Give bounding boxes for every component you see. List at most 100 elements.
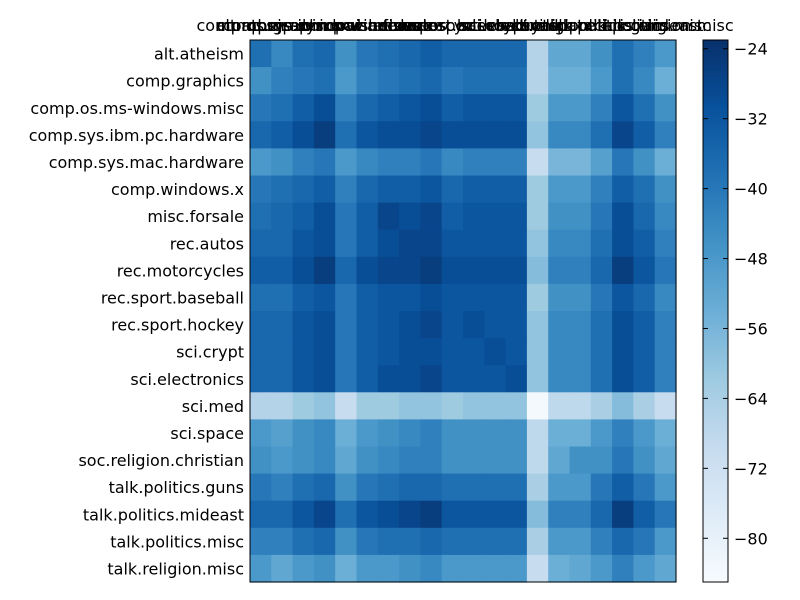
heatmap-cell-r16-c1 <box>271 473 294 502</box>
row-label: comp.graphics <box>126 72 244 91</box>
heatmap-cell-r5-c15 <box>569 175 592 204</box>
heatmap-cell-r10-c12 <box>505 311 528 339</box>
heatmap-cell-r13-c14 <box>548 392 571 420</box>
heatmap-cell-r16-c13 <box>526 473 549 502</box>
heatmap-cell-r11-c7 <box>399 338 421 366</box>
heatmap-cell-r15-c4 <box>335 446 358 475</box>
heatmap-cell-r2-c11 <box>484 94 507 122</box>
heatmap-cell-r1-c5 <box>356 67 379 95</box>
heatmap-cell-r7-c6 <box>377 229 400 258</box>
heatmap-cell-r1-c16 <box>590 67 613 95</box>
heatmap-cell-r8-c14 <box>548 256 571 285</box>
heatmap-cell-r13-c2 <box>292 392 315 420</box>
heatmap-cell-r11-c1 <box>271 338 294 366</box>
heatmap-cell-r6-c8 <box>420 202 443 231</box>
heatmap-cell-r2-c2 <box>292 94 315 122</box>
heatmap-cell-r19-c8 <box>420 554 443 583</box>
heatmap-cell-r0-c10 <box>463 40 485 68</box>
row-label: rec.sport.hockey <box>111 316 244 335</box>
heatmap-cell-r3-c6 <box>377 121 400 149</box>
colorbar <box>702 39 729 583</box>
heatmap-cell-r18-c2 <box>292 527 315 556</box>
heatmap-cell-r17-c2 <box>292 500 315 529</box>
heatmap-cell-r13-c8 <box>420 392 443 420</box>
heatmap-cell-r8-c12 <box>505 256 528 285</box>
heatmap-cell-r18-c16 <box>590 527 613 556</box>
heatmap-cell-r7-c18 <box>633 229 656 258</box>
heatmap-cell-r15-c11 <box>484 446 507 475</box>
heatmap-cell-r7-c3 <box>313 229 336 258</box>
heatmap-cell-r8-c15 <box>569 256 592 285</box>
heatmap-cell-r7-c19 <box>654 229 677 258</box>
heatmap-cell-r8-c11 <box>484 256 507 285</box>
column-label: rec.motorcycles <box>367 16 494 35</box>
heatmap-cell-r1-c10 <box>463 67 485 95</box>
heatmap-cell-r18-c3 <box>313 527 336 556</box>
heatmap-cell-r16-c10 <box>463 473 485 502</box>
heatmap-cell-r15-c8 <box>420 446 443 475</box>
row-label: talk.politics.guns <box>109 478 244 497</box>
heatmap-cell-r5-c17 <box>612 175 634 204</box>
heatmap-cell-r12-c5 <box>356 365 379 393</box>
heatmap-cell-r3-c16 <box>590 121 613 149</box>
heatmap-cell-r3-c14 <box>548 121 571 149</box>
heatmap-cell-r14-c14 <box>548 419 571 448</box>
heatmap-cell-r10-c13 <box>526 311 549 339</box>
heatmap-cell-r13-c3 <box>313 392 336 420</box>
heatmap-cell-r13-c11 <box>484 392 507 420</box>
heatmap-cell-r7-c13 <box>526 229 549 258</box>
heatmap-cell-r16-c5 <box>356 473 379 502</box>
heatmap-cell-r16-c9 <box>441 473 464 502</box>
heatmap-cell-r15-c18 <box>633 446 656 475</box>
heatmap-cell-r6-c19 <box>654 202 677 231</box>
row-label: misc.forsale <box>147 207 244 226</box>
heatmap-cell-r3-c8 <box>420 121 443 149</box>
colorbar-tick-label: −32 <box>734 110 768 129</box>
heatmap-cell-r16-c18 <box>633 473 656 502</box>
heatmap-cell-r1-c12 <box>505 67 528 95</box>
heatmap-cell-r7-c5 <box>356 229 379 258</box>
heatmap-cell-r2-c13 <box>526 94 549 122</box>
colorbar-tick-label: −80 <box>734 529 768 548</box>
heatmap-cell-r19-c9 <box>441 554 464 583</box>
heatmap-cell-r10-c17 <box>612 311 634 339</box>
heatmap-cell-r15-c17 <box>612 446 634 475</box>
row-label: sci.med <box>182 397 244 416</box>
heatmap-cell-r18-c19 <box>654 527 677 556</box>
heatmap-cell-r10-c2 <box>292 311 315 339</box>
heatmap-cell-r17-c0 <box>250 500 272 529</box>
heatmap-cell-r4-c14 <box>548 148 571 177</box>
heatmap-cell-r4-c6 <box>377 148 400 177</box>
heatmap-cell-r0-c8 <box>420 40 443 68</box>
heatmap-cell-r6-c12 <box>505 202 528 231</box>
heatmap-cell-r5-c4 <box>335 175 358 204</box>
heatmap-cell-r0-c6 <box>377 40 400 68</box>
heatmap-cell-r9-c8 <box>420 283 443 312</box>
heatmap-cell-r1-c13 <box>526 67 549 95</box>
heatmap-cell-r19-c7 <box>399 554 421 583</box>
heatmap-cell-r12-c19 <box>654 365 677 393</box>
heatmap-cell-r1-c6 <box>377 67 400 95</box>
heatmap-cell-r6-c4 <box>335 202 358 231</box>
heatmap-cell-r5-c7 <box>399 175 421 204</box>
heatmap-cell-r1-c4 <box>335 67 358 95</box>
heatmap-cell-r6-c13 <box>526 202 549 231</box>
heatmap-cell-r1-c15 <box>569 67 592 95</box>
row-label: comp.windows.x <box>111 180 244 199</box>
row-label: sci.crypt <box>176 343 244 362</box>
heatmap-cell-r19-c4 <box>335 554 358 583</box>
heatmap-cell-r14-c19 <box>654 419 677 448</box>
heatmap-cell-r4-c2 <box>292 148 315 177</box>
heatmap-cell-r11-c14 <box>548 338 571 366</box>
heatmap-cell-r16-c12 <box>505 473 528 502</box>
heatmap-cell-r5-c18 <box>633 175 656 204</box>
heatmap-cell-r10-c1 <box>271 311 294 339</box>
heatmap-cell-r9-c12 <box>505 283 528 312</box>
heatmap-cell-r3-c3 <box>313 121 336 149</box>
row-label: comp.os.ms-windows.misc <box>30 99 244 118</box>
heatmap-cell-r12-c3 <box>313 365 336 393</box>
heatmap-cell-r13-c12 <box>505 392 528 420</box>
heatmap-cell-r13-c1 <box>271 392 294 420</box>
heatmap-cell-r13-c5 <box>356 392 379 420</box>
heatmap-cell-r7-c8 <box>420 229 443 258</box>
